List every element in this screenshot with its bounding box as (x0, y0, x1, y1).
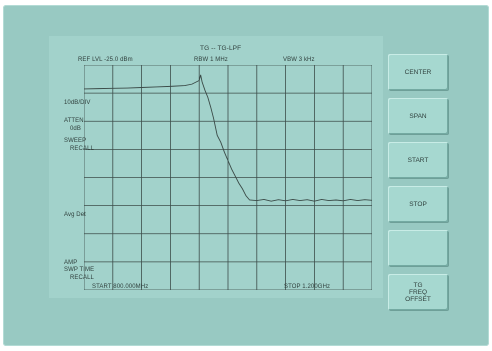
softkey-start[interactable]: START (388, 142, 448, 178)
avg-det-label: Avg Det (64, 212, 86, 218)
scale-label: 10dB/DIV (64, 100, 91, 106)
softkey-tg-label: TG (413, 281, 423, 289)
softkey-center[interactable]: CENTER (388, 54, 448, 90)
vbw-readout: VBW 3 kHz (283, 57, 315, 63)
softkey-freq-label: FREQ (408, 288, 428, 296)
spectrum-plot (84, 65, 372, 290)
atten-value: 0dB (70, 126, 81, 132)
sweep-label: SWEEP (64, 138, 87, 144)
rbw-readout: RBW 1 MHz (194, 57, 228, 63)
spectrum-trace (84, 74, 372, 202)
atten-label: ATTEN (64, 118, 84, 124)
softkey-offset-label: OFFSET (405, 295, 431, 303)
softkey-span-label: SPAN (409, 112, 427, 120)
ref-level-readout: REF LVL -25.0 dBm (78, 57, 133, 63)
softkey-blank[interactable] (388, 230, 448, 266)
analyzer-screen (49, 36, 383, 298)
softkey-tg-freq-offset[interactable]: TG FREQ OFFSET (388, 274, 448, 310)
screen-title: TG -- TG-LPF (200, 45, 242, 52)
swp-time-label: SWP TIME (64, 267, 95, 273)
graticule (84, 65, 372, 290)
stop-freq-readout: STOP 1.200GHz (284, 284, 331, 290)
recall-label: RECALL (70, 146, 94, 152)
amp-label: AMP (64, 260, 78, 266)
softkey-stop-label: STOP (409, 200, 427, 208)
softkey-start-label: START (407, 156, 429, 164)
recall2-label: RECALL (70, 275, 94, 281)
start-freq-readout: START 800.000MHz (92, 284, 149, 290)
softkey-center-label: CENTER (404, 68, 432, 76)
softkey-span[interactable]: SPAN (388, 98, 448, 134)
softkey-stop[interactable]: STOP (388, 186, 448, 222)
